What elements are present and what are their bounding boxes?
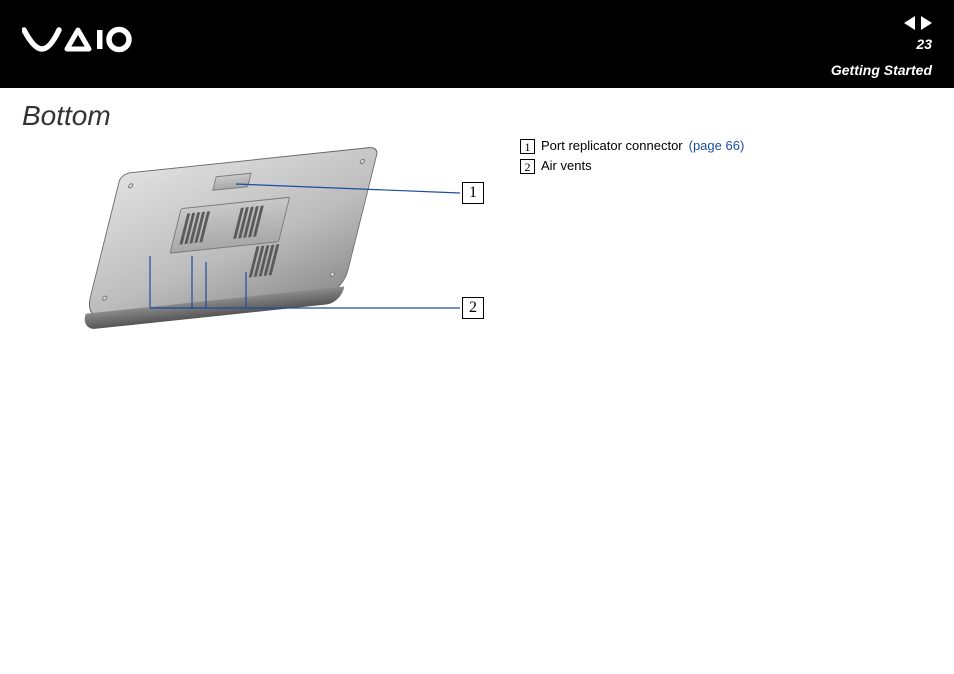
legend: 1 Port replicator connector (page 66) 2 …: [520, 136, 744, 176]
figure: 1 2: [22, 142, 492, 332]
page-number: 23: [916, 36, 932, 52]
section-title: Getting Started: [831, 62, 932, 78]
callout-label-2: 2: [462, 297, 484, 319]
legend-num: 2: [520, 159, 535, 174]
legend-text: Air vents: [541, 156, 592, 176]
legend-link[interactable]: (page 66): [689, 136, 745, 156]
prev-page-arrow[interactable]: [904, 16, 915, 30]
page-title: Bottom: [22, 100, 932, 132]
laptop-bottom-illustration: [85, 146, 380, 318]
nav-arrows: [904, 16, 932, 30]
legend-item-1: 1 Port replicator connector (page 66): [520, 136, 744, 156]
legend-item-2: 2 Air vents: [520, 156, 744, 176]
page-header: 23 Getting Started: [0, 0, 954, 88]
legend-text: Port replicator connector: [541, 136, 683, 156]
page-content: Bottom 1 2: [0, 88, 954, 344]
callout-label-1: 1: [462, 182, 484, 204]
next-page-arrow[interactable]: [921, 16, 932, 30]
legend-num: 1: [520, 139, 535, 154]
vaio-logo: [22, 24, 132, 54]
